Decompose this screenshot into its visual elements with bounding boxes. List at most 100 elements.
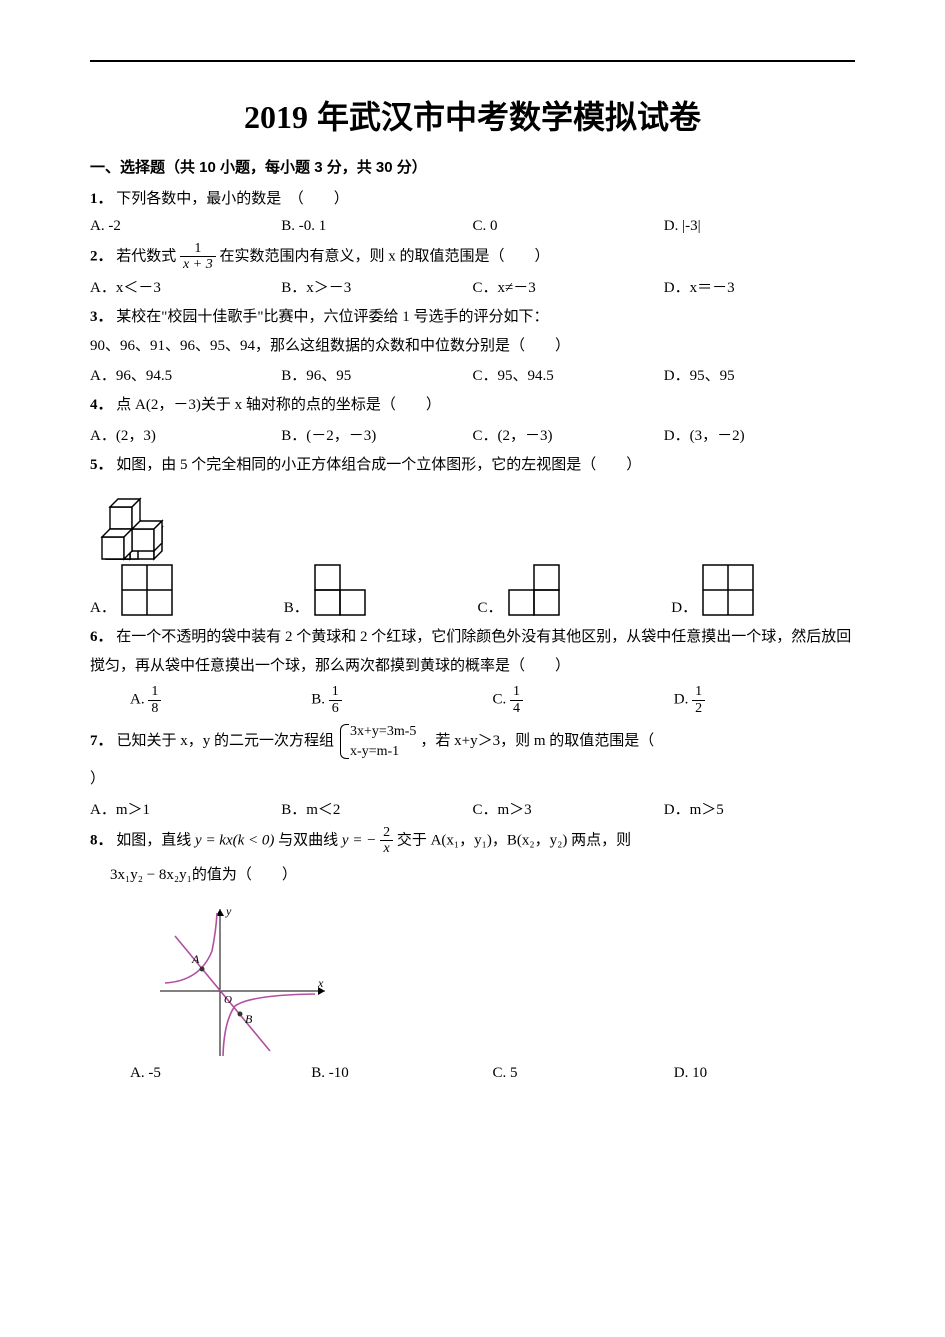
title-rest: 年武汉市中考数学模拟试卷 xyxy=(317,99,701,135)
q8-opt-b: B. -10 xyxy=(311,1065,492,1082)
q8-options: A. -5 B. -10 C. 5 D. 10 xyxy=(90,1065,855,1082)
cube-svg xyxy=(96,483,192,561)
q1-text: 下列各数中，最小的数是 （ ） xyxy=(116,191,349,207)
q8-l1-y: y = kx(k < 0) xyxy=(195,832,274,848)
q6-c-den: 4 xyxy=(510,701,523,716)
q3-line2: 90、96、91、96、95、94，那么这组数据的众数和中位数分别是（ ） xyxy=(90,332,855,361)
q5-num: 5． xyxy=(90,457,113,473)
q4-opt-b: B．(－2，－3) xyxy=(281,424,472,445)
q6-a-label: A. xyxy=(130,692,145,708)
q5-opt-a-label: A． xyxy=(90,596,116,617)
q5-opt-b-label: B． xyxy=(284,596,309,617)
exam-page: 2019 年武汉市中考数学模拟试卷 一、选择题（共 10 小题，每小题 3 分，… xyxy=(0,0,945,1148)
q1-num: 1． xyxy=(90,191,113,207)
q3: 3． 某校在"校园十佳歌手"比赛中，六位评委给 1 号选手的评分如下： xyxy=(90,303,855,332)
q6-a-frac: 1 8 xyxy=(148,684,161,716)
q3-options: A．96、94.5 B．96、95 C．95、94.5 D．95、95 xyxy=(90,364,855,385)
q2-pre: 若代数式 xyxy=(116,248,180,264)
q3-num: 3． xyxy=(90,309,113,325)
graph-y-label: y xyxy=(225,904,232,918)
q1-options: A. -2 B. -0. 1 C. 0 D. |-3| xyxy=(90,218,855,235)
q4-opt-c: C．(2，－3) xyxy=(473,424,664,445)
q6-a-den: 8 xyxy=(148,701,161,716)
q8-frac: 2 x xyxy=(380,825,393,857)
q4-num: 4． xyxy=(90,397,113,413)
q7-eq1: 3x+y=3m-5 xyxy=(350,722,416,742)
grid-L-right-icon xyxy=(507,563,561,617)
q6-num: 6． xyxy=(90,629,113,645)
q8-line1: 8． 如图，直线 y = kx(k < 0) 与双曲线 y = − 2 x 交于… xyxy=(90,825,855,857)
q6: 6． 在一个不透明的袋中装有 2 个黄球和 2 个红球，它们除颜色外没有其他区别… xyxy=(90,623,855,680)
q6-opt-a: A. 1 8 xyxy=(130,684,311,716)
q3-opt-d: D．95、95 xyxy=(664,364,855,385)
q4-text: 点 A(2，－3)关于 x 轴对称的点的坐标是（ ） xyxy=(116,397,441,413)
q6-opt-b: B. 1 6 xyxy=(311,684,492,716)
q1-opt-a: A. -2 xyxy=(90,218,281,235)
q2-fraction: 1 x + 3 xyxy=(180,241,216,273)
q6-d-den: 2 xyxy=(692,701,705,716)
top-rule xyxy=(90,60,855,62)
q5-opt-b: B． xyxy=(284,563,468,617)
q6-a-num: 1 xyxy=(148,684,161,700)
title-year: 2019 xyxy=(244,99,308,135)
q6-b-num: 1 xyxy=(329,684,342,700)
q5-cube-figure xyxy=(96,483,855,561)
q7-opt-b: B．m＜2 xyxy=(281,798,472,819)
q1-opt-b: B. -0. 1 xyxy=(281,218,472,235)
q5-opt-a: A． xyxy=(90,563,274,617)
q7-num: 7． xyxy=(90,727,113,756)
q2: 2． 若代数式 1 x + 3 在实数范围内有意义，则 x 的取值范围是（ ） xyxy=(90,241,855,273)
graph-x-label: x xyxy=(317,976,324,990)
q8-l1-pre: 如图，直线 xyxy=(116,832,195,848)
q2-opt-d: D．x＝－3 xyxy=(664,276,855,297)
q2-options: A．x＜－3 B．x＞－3 C．x≠－3 D．x＝－3 xyxy=(90,276,855,297)
grid-2x2-icon xyxy=(701,563,755,617)
section-1-header: 一、选择题（共 10 小题，每小题 3 分，共 30 分） xyxy=(90,156,855,177)
q7-post: ，若 x+y＞3，则 m 的取值范围是（ xyxy=(420,727,654,756)
q2-post: 在实数范围内有意义，则 x 的取值范围是（ ） xyxy=(219,248,549,264)
q5-opt-d: D． xyxy=(671,563,855,617)
q7-options: A．m＞1 B．m＜2 C．m＞3 D．m＞5 xyxy=(90,798,855,819)
q7-eq2: x-y=m-1 xyxy=(350,742,416,762)
q5-options: A． B． C． xyxy=(90,563,855,617)
q6-d-num: 1 xyxy=(692,684,705,700)
q7-opt-a: A．m＞1 xyxy=(90,798,281,819)
q6-c-frac: 1 4 xyxy=(510,684,523,716)
q2-opt-b: B．x＞－3 xyxy=(281,276,472,297)
graph-O-label: O xyxy=(224,994,232,1006)
q6-opt-d: D. 1 2 xyxy=(674,684,855,716)
q3-line1: 某校在"校园十佳歌手"比赛中，六位评委给 1 号选手的评分如下： xyxy=(116,309,548,325)
q7-tail: ） xyxy=(90,765,855,794)
q3-opt-b: B．96、95 xyxy=(281,364,472,385)
q8-opt-c: C. 5 xyxy=(493,1065,674,1082)
q7-pre: 已知关于 x，y 的二元一次方程组 xyxy=(117,727,335,756)
q6-d-label: D. xyxy=(674,692,689,708)
grid-L-left-icon xyxy=(313,563,367,617)
q2-frac-num: 1 xyxy=(180,241,216,257)
q5-opt-c-label: C． xyxy=(478,596,503,617)
q1: 1． 下列各数中，最小的数是 （ ） xyxy=(90,185,855,214)
q8-l1-y2pre: y = − xyxy=(342,832,376,848)
q8-frac-d: x xyxy=(380,841,393,856)
q7-equations: 3x+y=3m-5 x-y=m-1 xyxy=(338,722,416,761)
q8-frac-n: 2 xyxy=(380,825,393,841)
q1-opt-c: C. 0 xyxy=(473,218,664,235)
q5-text: 如图，由 5 个完全相同的小正方体组合成一个立体图形，它的左视图是（ ） xyxy=(116,457,641,473)
q8-num: 8． xyxy=(90,832,113,848)
graph-A-label: A xyxy=(191,952,200,966)
q4-opt-a: A．(2，3) xyxy=(90,424,281,445)
q7: 7． 已知关于 x，y 的二元一次方程组 3x+y=3m-5 x-y=m-1 ，… xyxy=(90,722,855,761)
q6-c-label: C. xyxy=(493,692,507,708)
grid-2x2-icon xyxy=(120,563,174,617)
q6-d-frac: 1 2 xyxy=(692,684,705,716)
q8-line2: 3x₁y₂ − 8x₂y₁的值为（ ） xyxy=(90,861,855,890)
q8-opt-a: A. -5 xyxy=(130,1065,311,1082)
q6-options: A. 1 8 B. 1 6 C. 1 4 D. 1 2 xyxy=(90,684,855,716)
q4-options: A．(2，3) B．(－2，－3) C．(2，－3) D．(3，－2) xyxy=(90,424,855,445)
q8-l1-post: 交于 A(x₁，y₁)，B(x₂，y₂) 两点，则 xyxy=(397,832,631,848)
q7-opt-d: D．m＞5 xyxy=(664,798,855,819)
hyperbola-graph-icon: A B O x y xyxy=(150,901,330,1061)
q6-b-den: 6 xyxy=(329,701,342,716)
q8-l1-mid: 与双曲线 xyxy=(278,832,342,848)
q5-opt-c: C． xyxy=(478,563,662,617)
